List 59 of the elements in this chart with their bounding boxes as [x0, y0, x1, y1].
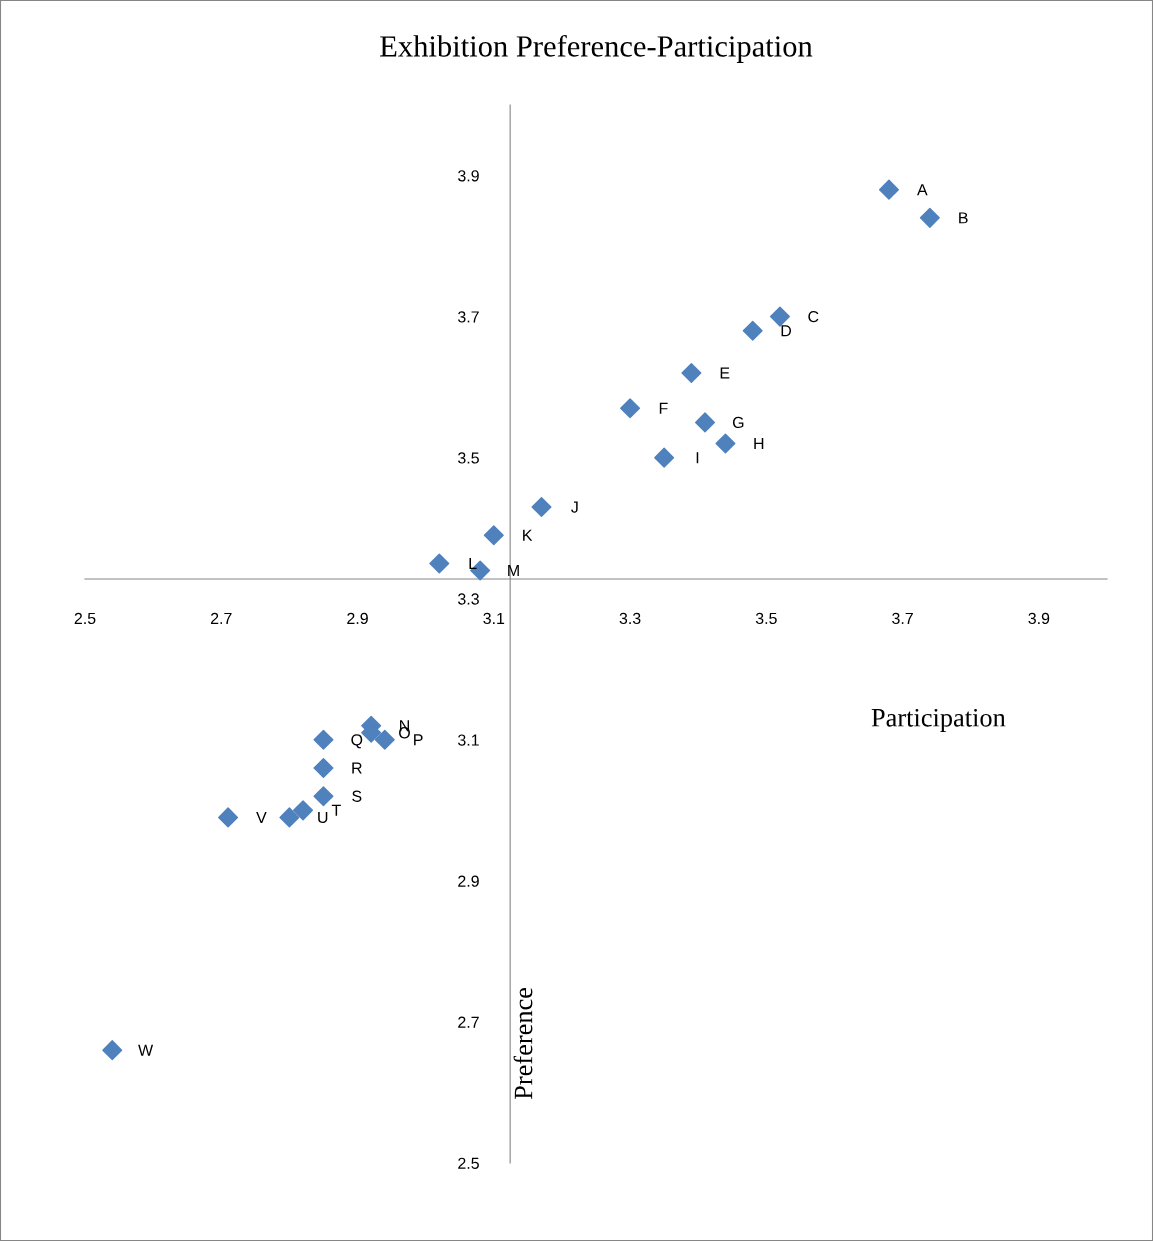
- y-tick-label: 3.1: [458, 734, 479, 746]
- y-tick-label: 2.7: [458, 1016, 479, 1028]
- y-tick-label: 2.9: [458, 875, 479, 887]
- annotation: L: [469, 558, 477, 569]
- point: [102, 1040, 123, 1061]
- y-tick-label: 3.5: [458, 452, 479, 464]
- x-tick-label: 2.7: [210, 612, 232, 624]
- x-tick-label: 2.9: [347, 612, 368, 625]
- y-tick-label: 3.9: [458, 170, 479, 182]
- x-tick-label: 3.5: [755, 612, 777, 625]
- x-tick-label: 3.9: [1028, 612, 1050, 625]
- point: [742, 320, 763, 341]
- point: [620, 398, 641, 419]
- annotation: F: [659, 402, 668, 414]
- point: [769, 306, 790, 327]
- point: [878, 179, 899, 200]
- point: [313, 758, 334, 779]
- point: [531, 497, 552, 518]
- annotation: D: [781, 325, 792, 337]
- annotation: B: [959, 212, 968, 224]
- annotation: J: [571, 501, 578, 513]
- point: [429, 553, 450, 574]
- annotation: T: [331, 804, 341, 816]
- annotation: S: [352, 790, 362, 802]
- annotation: M: [508, 565, 519, 577]
- point: [483, 525, 504, 546]
- annotation: V: [256, 811, 267, 823]
- annotation: I: [696, 452, 699, 464]
- annotation: C: [808, 310, 819, 323]
- annotation: W: [138, 1044, 154, 1056]
- point: [681, 363, 702, 384]
- annotation: P: [414, 734, 423, 746]
- y-axis-title: Preference: [513, 987, 533, 1100]
- y-tick-label: 2.5: [458, 1157, 479, 1169]
- point: [374, 729, 395, 750]
- annotation: G: [732, 416, 744, 429]
- point: [218, 807, 239, 828]
- point: [919, 207, 940, 228]
- annotation: E: [720, 367, 730, 379]
- point: [293, 800, 314, 821]
- y-tick-label: 3.7: [458, 311, 479, 323]
- point: [313, 729, 334, 750]
- point: [695, 412, 716, 433]
- annotation: H: [754, 438, 764, 450]
- annotation: A: [917, 184, 928, 196]
- x-tick-label: 3.1: [483, 612, 505, 625]
- x-tick-label: 3.7: [892, 612, 913, 625]
- x-axis-title: Participation: [871, 708, 1006, 732]
- point: [715, 433, 736, 454]
- annotation: K: [523, 529, 533, 541]
- point: [279, 807, 300, 828]
- annotation: R: [352, 762, 362, 774]
- y-tick-label: 3.3: [458, 593, 479, 605]
- x-tick-label: 3.3: [619, 612, 641, 625]
- annotation: Q: [351, 734, 363, 749]
- point: [654, 447, 675, 468]
- annotation: U: [318, 811, 328, 824]
- chart-title: Exhibition Preference-Participation: [380, 34, 813, 63]
- x-tick-label: 2.5: [74, 612, 96, 625]
